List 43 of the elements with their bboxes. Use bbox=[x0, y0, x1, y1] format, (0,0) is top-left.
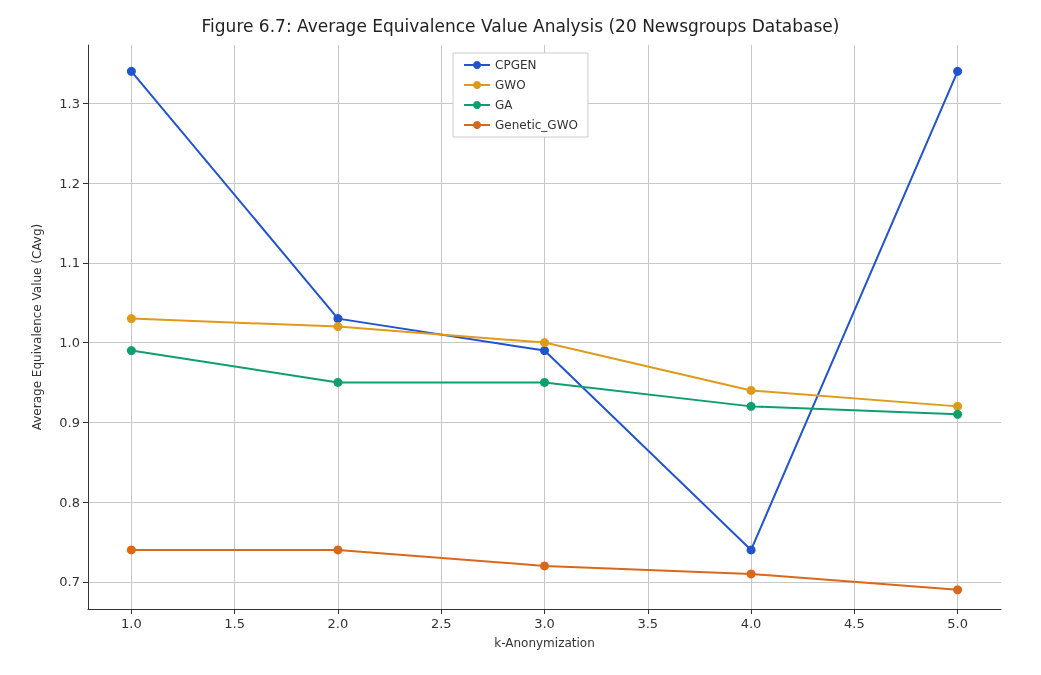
y-tick-label: 1.0 bbox=[59, 335, 80, 351]
y-tick-label: 0.7 bbox=[59, 574, 80, 590]
x-tick-label: 3.0 bbox=[534, 616, 555, 631]
legend-label: CPGEN bbox=[495, 58, 537, 72]
point bbox=[333, 314, 343, 324]
x-axis-title: k-Anonymization bbox=[494, 636, 595, 650]
x-tick-label: 2.5 bbox=[430, 616, 452, 631]
point bbox=[953, 66, 963, 76]
x-tick-label: 4.0 bbox=[740, 616, 762, 631]
legend-label: GWO bbox=[495, 78, 526, 92]
point bbox=[746, 545, 756, 555]
point bbox=[953, 409, 963, 419]
x-tick-label: 2.0 bbox=[327, 616, 349, 631]
point bbox=[333, 322, 343, 332]
legend-label: Genetic_GWO bbox=[495, 118, 578, 132]
x-tick-label: 5.0 bbox=[947, 616, 968, 631]
point bbox=[746, 401, 756, 411]
y-axis-title: Average Equivalence Value (CAvg) bbox=[30, 223, 44, 431]
point bbox=[126, 346, 136, 356]
y-tick-label: 1.3 bbox=[59, 95, 80, 111]
point bbox=[540, 338, 549, 348]
point bbox=[333, 545, 343, 555]
x-tick-label: 3.5 bbox=[637, 616, 659, 631]
point bbox=[540, 561, 549, 571]
point bbox=[953, 585, 963, 595]
point bbox=[333, 377, 343, 387]
y-tick-label: 0.8 bbox=[59, 494, 80, 510]
x-tick-label: 4.5 bbox=[844, 616, 865, 631]
point bbox=[953, 401, 963, 411]
point bbox=[746, 569, 756, 579]
chart-title: Figure 6.7: Average Equivalence Value Analysis (20 Newsgroups Database) bbox=[201, 15, 840, 36]
y-tick-label: 0.9 bbox=[59, 414, 80, 430]
point bbox=[540, 377, 549, 387]
point bbox=[746, 385, 756, 395]
point bbox=[126, 545, 136, 555]
x-tick-label: 1.0 bbox=[121, 616, 142, 631]
point bbox=[126, 66, 136, 76]
y-tick-label: 1.1 bbox=[59, 255, 80, 271]
point bbox=[126, 314, 136, 324]
point bbox=[540, 346, 549, 356]
x-tick-label: 1.5 bbox=[224, 616, 245, 631]
y-tick-label: 1.2 bbox=[59, 175, 80, 191]
legend-label: GA bbox=[495, 98, 514, 112]
